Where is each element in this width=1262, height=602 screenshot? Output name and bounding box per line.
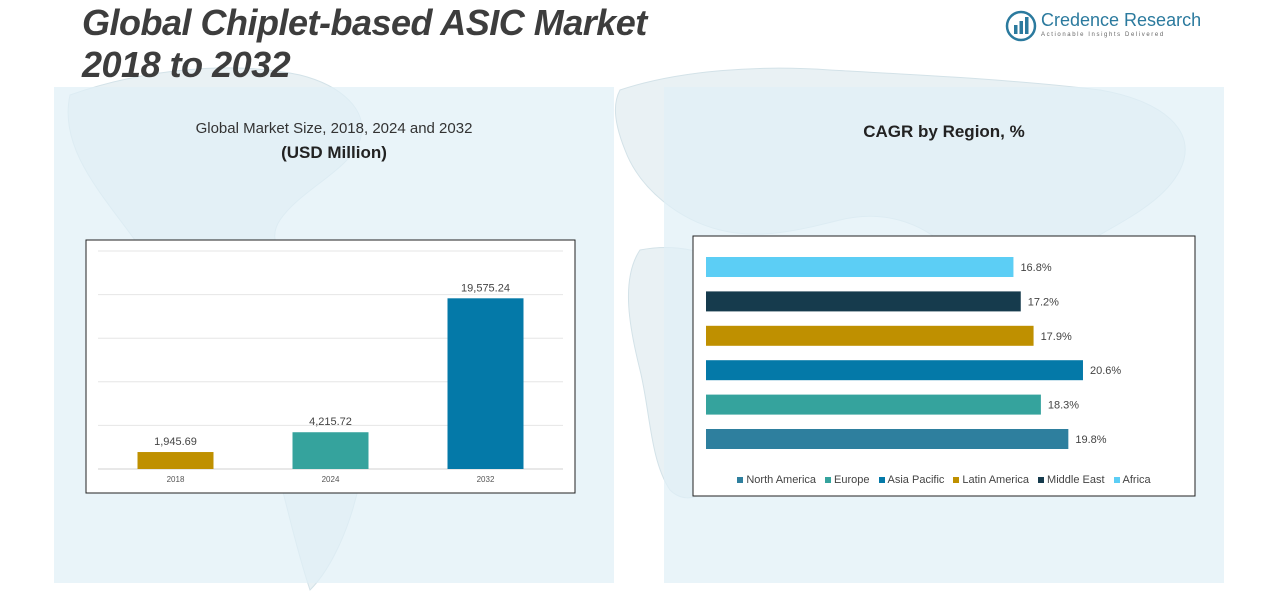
- legend-item: Europe: [825, 472, 870, 488]
- cagr-title: CAGR by Region, %: [863, 122, 1025, 141]
- legend-item: North America: [737, 472, 816, 488]
- bar-2024: [292, 432, 369, 469]
- x-tick-label: 2024: [322, 475, 340, 484]
- legend-swatch: [825, 477, 832, 483]
- hbar-value-label: 19.8%: [1075, 434, 1106, 446]
- market-size-title: Global Market Size, 2018, 2024 and 2032: [195, 120, 473, 137]
- logo-tagline: Actionable Insights Delivered: [1041, 32, 1165, 38]
- title-line-2: 2018 to 2032: [82, 44, 291, 85]
- hbar-latin-america: [706, 325, 1034, 346]
- legend-label: Europe: [834, 474, 870, 486]
- bar-2032: [447, 298, 524, 469]
- legend-item: Africa: [1113, 472, 1151, 488]
- legend-swatch: [1038, 477, 1045, 483]
- hbar-middle-east: [706, 291, 1021, 312]
- legend-swatch: [953, 477, 960, 483]
- hbar-asia-pacific: [706, 360, 1083, 381]
- legend-item: Asia Pacific: [878, 472, 945, 488]
- legend-swatch: [1113, 477, 1120, 483]
- hbar-value-label: 17.9%: [1041, 331, 1072, 343]
- hbar-value-label: 20.6%: [1090, 365, 1121, 377]
- x-tick-label: 2032: [477, 475, 495, 484]
- title-line-1: Global Chiplet-based ASIC Market: [82, 2, 647, 43]
- hbar-value-label: 16.8%: [1020, 262, 1051, 274]
- logo-name: Credence Research: [1041, 10, 1202, 30]
- legend-swatch: [737, 477, 744, 483]
- logo-mark-icon: [1005, 10, 1037, 42]
- hbar-africa: [706, 257, 1014, 277]
- hbar-value-label: 18.3%: [1048, 400, 1079, 412]
- bar-value-label: 4,215.72: [309, 416, 352, 428]
- hbar-europe: [706, 394, 1041, 415]
- legend-item: Middle East: [1038, 472, 1105, 488]
- legend-label: Asia Pacific: [887, 474, 945, 486]
- legend-label: North America: [746, 474, 817, 486]
- legend-item: Latin America: [953, 472, 1029, 488]
- hbar-value-label: 17.2%: [1028, 296, 1059, 308]
- credence-logo: Credence Research Actionable Insights De…: [1005, 10, 1205, 44]
- bar-2018: [137, 452, 214, 469]
- legend-swatch: [878, 477, 885, 483]
- cagr-legend: North America Europe Asia Pacific Latin Ame…: [693, 472, 1195, 488]
- legend-label: Africa: [1122, 474, 1151, 486]
- page-title: Global Chiplet-based ASIC Market 2018 to…: [82, 2, 647, 86]
- legend-label: Middle East: [1047, 474, 1105, 486]
- bar-value-label: 19,575.24: [461, 282, 510, 294]
- bar-value-label: 1,945.69: [154, 436, 197, 448]
- legend-label: Latin America: [962, 474, 1030, 486]
- hbar-north-america: [706, 429, 1069, 449]
- market-size-subtitle: (USD Million): [281, 143, 387, 162]
- x-tick-label: 2018: [167, 475, 185, 484]
